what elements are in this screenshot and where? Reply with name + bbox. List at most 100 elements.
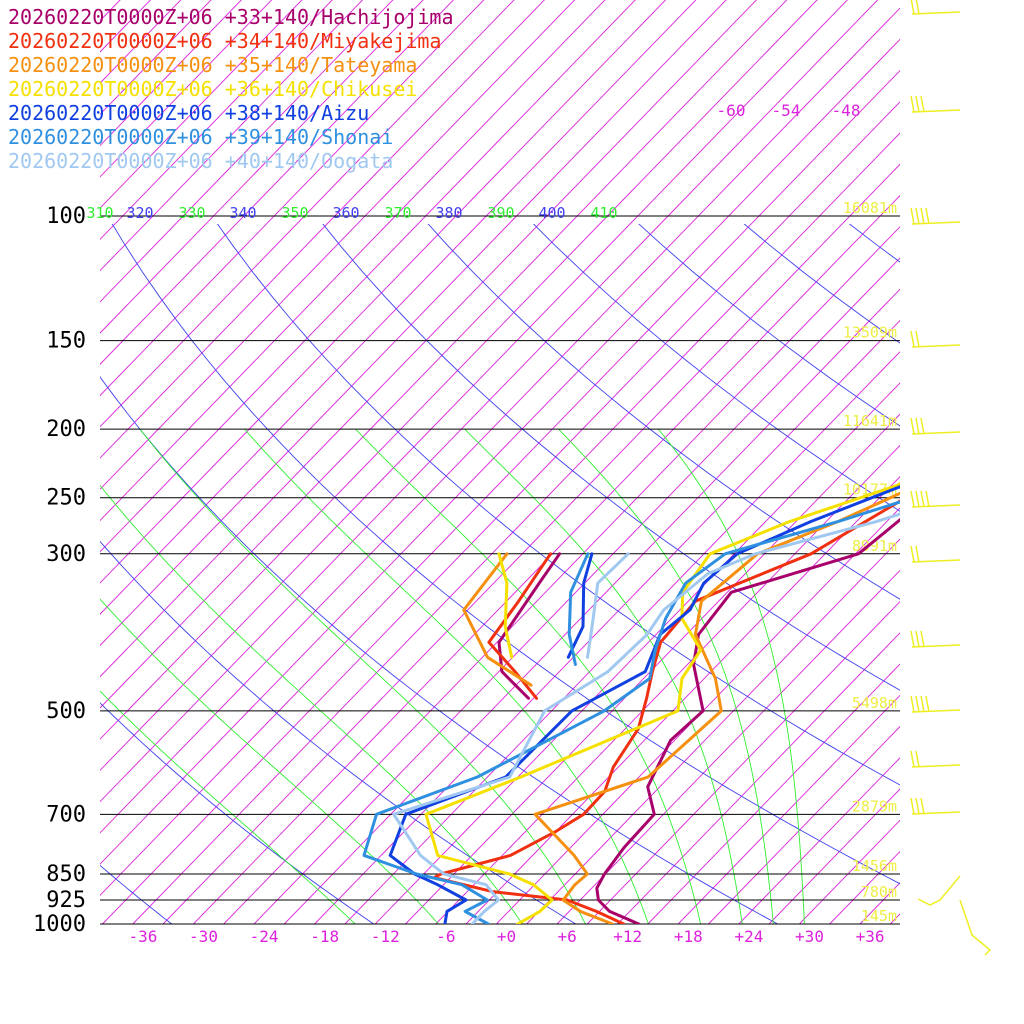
isotherm-line (100, 0, 515, 428)
wind-barb-flag (915, 330, 920, 348)
moist-adiabat-line (139, 428, 587, 924)
isotherm-line (100, 0, 273, 178)
isotherm-line (889, 913, 900, 924)
isotherm-line (102, 101, 900, 924)
wind-barb (911, 764, 961, 768)
wind-barb-flag (910, 695, 915, 713)
isotherm-line (100, 0, 636, 553)
wind-barb-flag (920, 797, 925, 815)
height-label: 145m (861, 907, 897, 925)
wind-barb (911, 344, 961, 348)
isotherm-line (647, 663, 900, 924)
isotherm-line (738, 757, 900, 924)
wind-barb-flag (915, 417, 920, 435)
wind-barb-flag (920, 490, 925, 508)
profile-aizu-dewpoint (566, 552, 594, 659)
legend-entry-tateyama: 20260220T0000Z+06 +35+140/Tateyama (8, 53, 418, 77)
pressure-label: 850 (46, 862, 86, 887)
legend-entry-chikusei: 20260220T0000Z+06 +36+140/Chikusei (8, 77, 418, 101)
wind-barb-flag (920, 207, 925, 225)
isotherm-line (100, 0, 394, 303)
isotherm-line (799, 819, 900, 924)
x-tick-label: +24 (734, 927, 763, 946)
theta-label: 360 (332, 204, 359, 222)
isotherm-line (100, 0, 879, 803)
wind-barb-flag (915, 0, 920, 15)
isotherm-line (586, 600, 900, 924)
wind-barb (917, 875, 961, 906)
isotherm-line (100, 0, 182, 84)
profile-hachijojima (595, 517, 900, 924)
isotherm-line (829, 850, 900, 924)
isotherm-line (100, 0, 788, 709)
dry-adiabat-line (638, 224, 900, 427)
height-label: 1456m (852, 857, 897, 875)
isotherm-line (314, 319, 900, 924)
x-tick-label: +12 (613, 927, 642, 946)
moist-adiabat-line (464, 428, 743, 924)
legend-entry-shonai: 20260220T0000Z+06 +39+140/Shonai (8, 125, 394, 149)
theta-label: 380 (435, 204, 462, 222)
height-label: 13509m (843, 324, 897, 342)
isotherm-line (100, 0, 727, 647)
dry-adiabat-line (100, 864, 173, 924)
wind-barb (911, 811, 961, 815)
isotherm-line (100, 0, 667, 584)
moist-adiabat-line (100, 484, 523, 924)
theta-label: 400 (538, 204, 565, 222)
profile-aizu (388, 485, 900, 924)
isotherm-line (100, 0, 606, 522)
isotherm-line (162, 163, 900, 924)
isotherm-line (100, 0, 152, 53)
theta-label: 340 (229, 204, 256, 222)
pressure-label: 200 (46, 417, 86, 442)
theta-label: 390 (487, 204, 514, 222)
wind-barb-flag (925, 490, 930, 508)
isotherm-line (465, 476, 900, 924)
x-tick-label: -18 (310, 927, 339, 946)
wind-barb-flag (910, 490, 915, 508)
dry-adiabat-line (100, 540, 577, 924)
pressure-label: 925 (46, 888, 86, 913)
isotherm-line (253, 257, 900, 924)
theta-label: 350 (281, 204, 308, 222)
wind-barb-flag (925, 207, 930, 225)
wind-barb-flag (915, 695, 920, 713)
theta-label: 330 (178, 204, 205, 222)
upper-isotherm-label: -48 (832, 101, 861, 120)
legend-entry-aizu: 20260220T0000Z+06 +38+140/Aizu (8, 101, 370, 125)
isotherm-line (100, 0, 697, 615)
wind-barb-flag (925, 695, 930, 713)
moist-adiabat-line (244, 428, 649, 924)
isotherm-line (374, 382, 900, 924)
isotherm-line (981, 0, 1024, 924)
theta-label: 320 (126, 204, 153, 222)
pressure-label: 300 (46, 542, 86, 567)
wind-barb-flag (910, 545, 915, 563)
x-tick-label: -12 (371, 927, 400, 946)
height-label: 5498m (852, 694, 897, 712)
wind-barb (911, 644, 961, 648)
isotherm-line (496, 507, 900, 924)
wind-barb-flag (920, 95, 925, 113)
isotherm-line (100, 0, 485, 397)
isotherm-line (100, 0, 424, 334)
upper-isotherm-label: -60 (717, 101, 746, 120)
wind-barb (911, 504, 961, 508)
isotherm-line (100, 0, 545, 459)
wind-barb-flag (910, 0, 915, 15)
dry-adiabat-line (217, 224, 900, 786)
isotherm-line (435, 444, 900, 924)
wind-barb-flag (910, 417, 915, 435)
isotherm-line (193, 194, 900, 924)
upper-isotherm-label: -54 (772, 101, 801, 120)
legend-entry-oogata: 20260220T0000Z+06 +40+140/Oogata (8, 149, 394, 173)
isotherm-line (100, 0, 818, 740)
x-tick-label: +30 (795, 927, 824, 946)
wind-barb-flag (915, 95, 920, 113)
isotherm-line (100, 0, 576, 490)
isotherm-line (859, 882, 900, 924)
isotherm-line (100, 0, 758, 678)
moist-adiabat-line (100, 690, 356, 924)
